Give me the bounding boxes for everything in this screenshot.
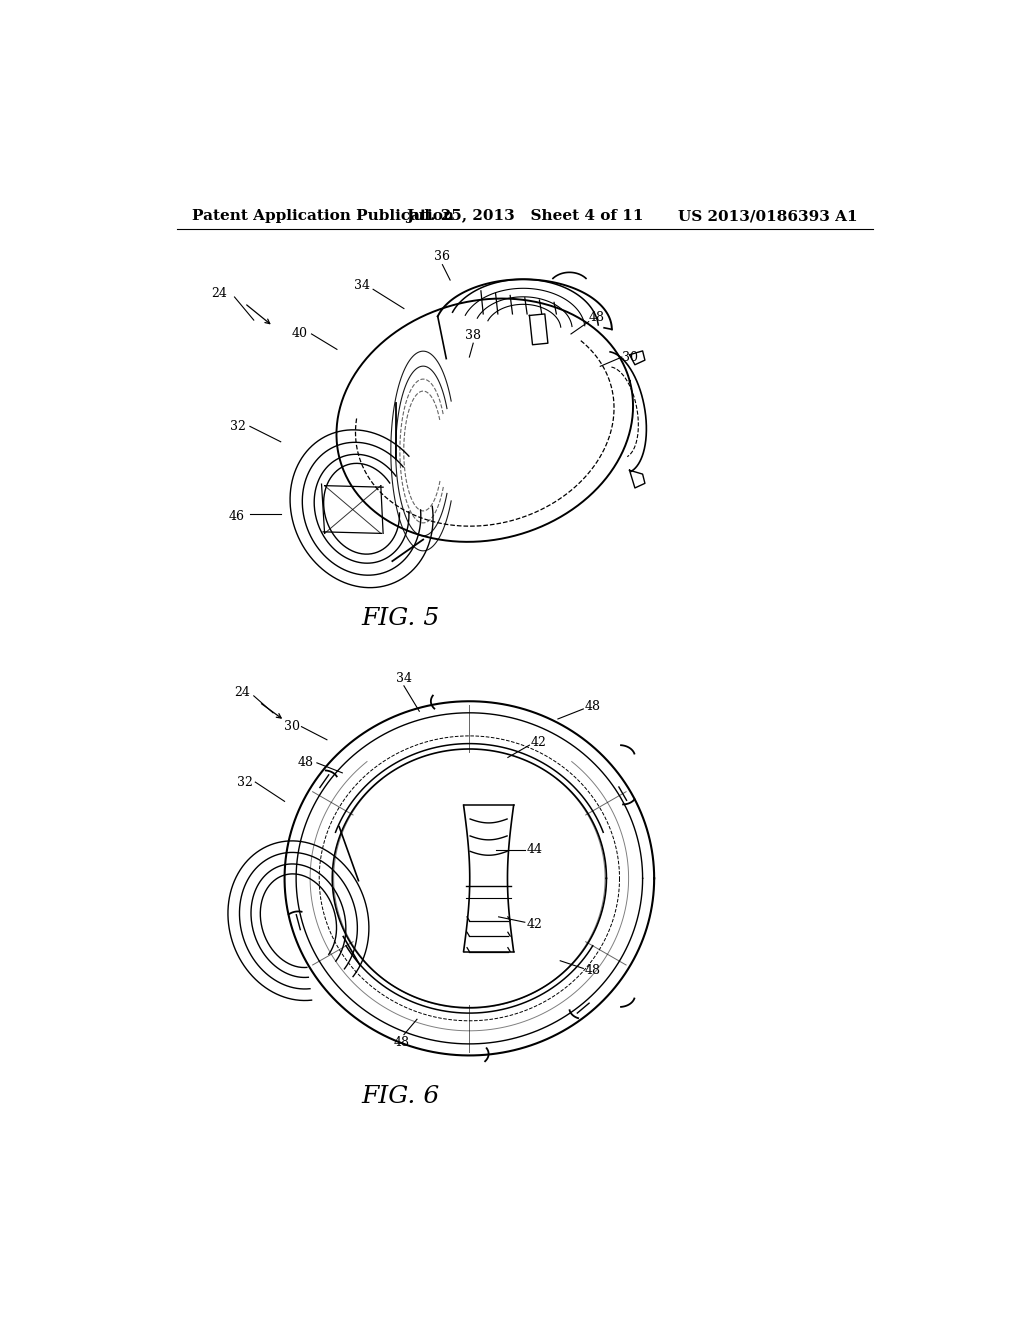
Text: 42: 42 (527, 917, 543, 931)
Text: 30: 30 (285, 721, 300, 733)
Text: 48: 48 (585, 964, 600, 977)
Text: Jul. 25, 2013   Sheet 4 of 11: Jul. 25, 2013 Sheet 4 of 11 (407, 209, 643, 223)
Text: 40: 40 (292, 327, 308, 341)
Text: 48: 48 (589, 312, 604, 325)
Text: 38: 38 (465, 329, 481, 342)
Text: US 2013/0186393 A1: US 2013/0186393 A1 (678, 209, 857, 223)
Text: 36: 36 (434, 251, 451, 264)
Text: 24: 24 (211, 286, 227, 300)
Text: 44: 44 (526, 843, 543, 857)
Text: 46: 46 (228, 510, 245, 523)
Text: 48: 48 (298, 756, 314, 770)
Text: 34: 34 (396, 672, 412, 685)
Text: FIG. 6: FIG. 6 (360, 1085, 439, 1107)
Text: 32: 32 (230, 420, 247, 433)
Text: 24: 24 (234, 685, 250, 698)
Text: 48: 48 (393, 1036, 410, 1049)
Text: 30: 30 (622, 351, 638, 363)
Text: FIG. 5: FIG. 5 (360, 607, 439, 631)
Text: Patent Application Publication: Patent Application Publication (193, 209, 455, 223)
Text: 48: 48 (585, 700, 600, 713)
Text: 32: 32 (237, 776, 253, 788)
Text: 34: 34 (353, 279, 370, 292)
Text: 42: 42 (530, 735, 547, 748)
